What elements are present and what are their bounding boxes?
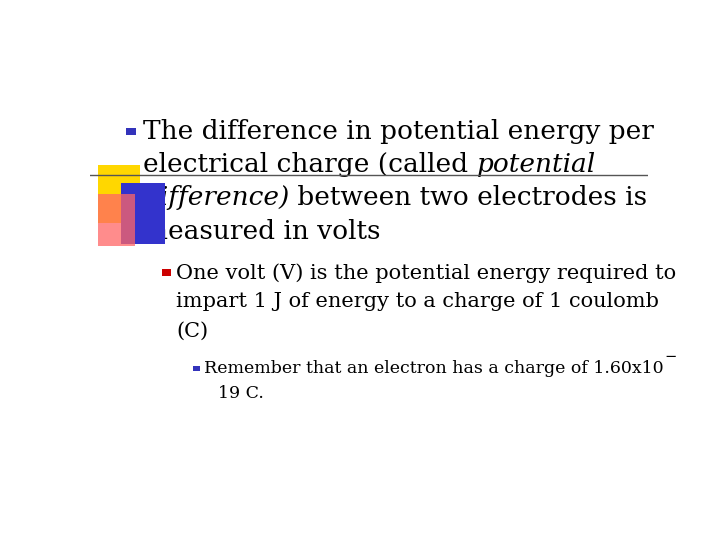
Text: (C): (C) <box>176 321 209 340</box>
Bar <box>121 183 166 244</box>
Text: One volt (V) is the potential energy required to: One volt (V) is the potential energy req… <box>176 263 677 282</box>
Bar <box>99 165 140 223</box>
Bar <box>99 194 135 246</box>
Text: −: − <box>664 350 676 364</box>
Text: difference): difference) <box>143 185 289 211</box>
Text: between two electrodes is: between two electrodes is <box>289 185 647 211</box>
Text: measured in volts: measured in volts <box>143 219 380 244</box>
Text: electrical charge (called: electrical charge (called <box>143 152 477 177</box>
Bar <box>126 127 136 135</box>
Bar <box>193 366 200 371</box>
Bar <box>162 269 171 276</box>
Text: 19 C.: 19 C. <box>218 385 264 402</box>
Text: Remember that an electron has a charge of 1.60x10: Remember that an electron has a charge o… <box>204 360 664 377</box>
Text: impart 1 J of energy to a charge of 1 coulomb: impart 1 J of energy to a charge of 1 co… <box>176 292 660 311</box>
Text: The difference in potential energy per: The difference in potential energy per <box>143 119 654 144</box>
Text: potential: potential <box>477 152 595 177</box>
